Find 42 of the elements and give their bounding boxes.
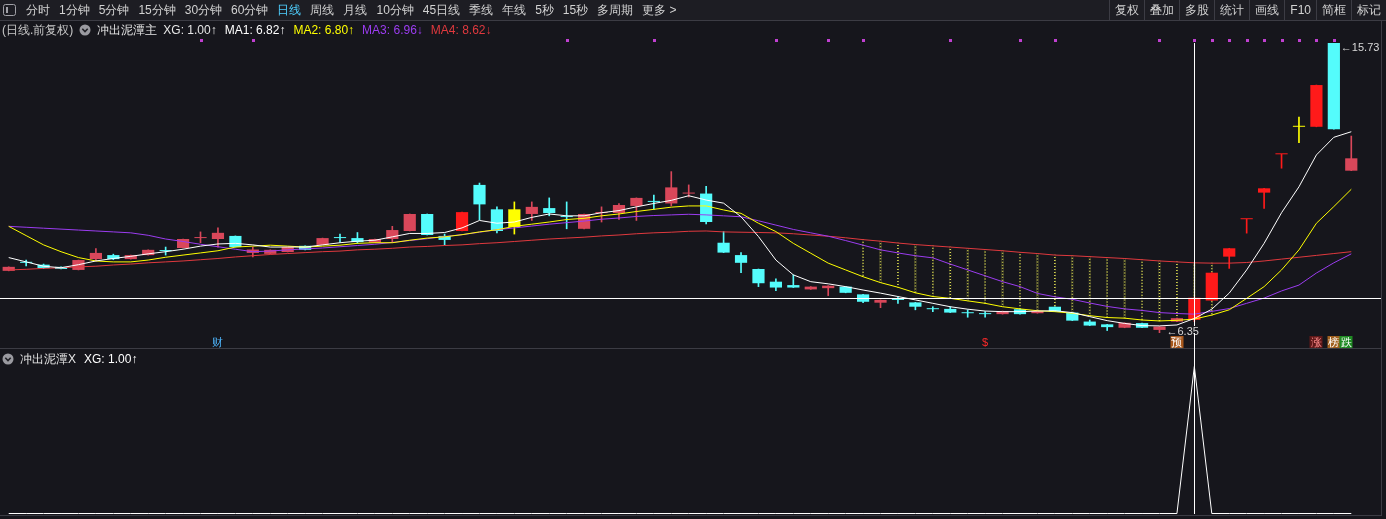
text: 简框 [1316, 0, 1351, 20]
text: 榜 [1327, 336, 1341, 348]
text: 10分钟 [376, 1, 414, 19]
text: 月线 [343, 1, 368, 19]
text: 叠加 [1144, 0, 1180, 20]
text: 画线 [1249, 0, 1285, 20]
chart-title: 冲出泥潭X [20, 350, 77, 368]
text: 多股 [1179, 0, 1215, 20]
text: 预 [1170, 336, 1184, 348]
text: 60分钟 [231, 1, 269, 19]
text: F10 [1284, 0, 1316, 20]
annotation: ←15.73 [1340, 41, 1380, 53]
text: MA1: 6.82↑ [224, 23, 286, 37]
text: MA3: 6.96↓ [362, 23, 423, 37]
text: 涨 [1309, 336, 1323, 348]
text: 标记 [1351, 0, 1386, 20]
text: 季线 [469, 1, 494, 19]
text: 多周期 [597, 1, 634, 19]
text: 更多 > [642, 1, 677, 19]
text: 1分钟 [59, 1, 90, 19]
annotation: ←6.35 [1166, 325, 1199, 337]
chart-title: 冲出泥潭主 [97, 21, 158, 39]
text: 5分钟 [98, 1, 130, 19]
text: 分时 [26, 1, 50, 19]
text: 45日线 [422, 1, 461, 19]
text: 5秒 [535, 1, 554, 19]
text: 周线 [310, 1, 335, 19]
text: 统计 [1214, 0, 1250, 20]
text: 15秒 [562, 1, 589, 19]
text: 30分钟 [184, 1, 223, 19]
text: 复权 [1109, 0, 1145, 20]
text: 财 [211, 336, 225, 348]
text: $ [981, 336, 990, 348]
chart-subtitle: (日线.前复权) [2, 21, 74, 39]
text: 跌 [1339, 336, 1353, 348]
text: XG: 1.00↑ [163, 23, 217, 37]
text: XG: 1.00↑ [84, 352, 138, 366]
text: 年线 [502, 1, 527, 19]
text: MA2: 6.80↑ [293, 23, 355, 37]
text: 日线 [277, 1, 302, 19]
text: 15分钟 [138, 1, 176, 19]
text: MA4: 8.62↓ [430, 23, 492, 37]
